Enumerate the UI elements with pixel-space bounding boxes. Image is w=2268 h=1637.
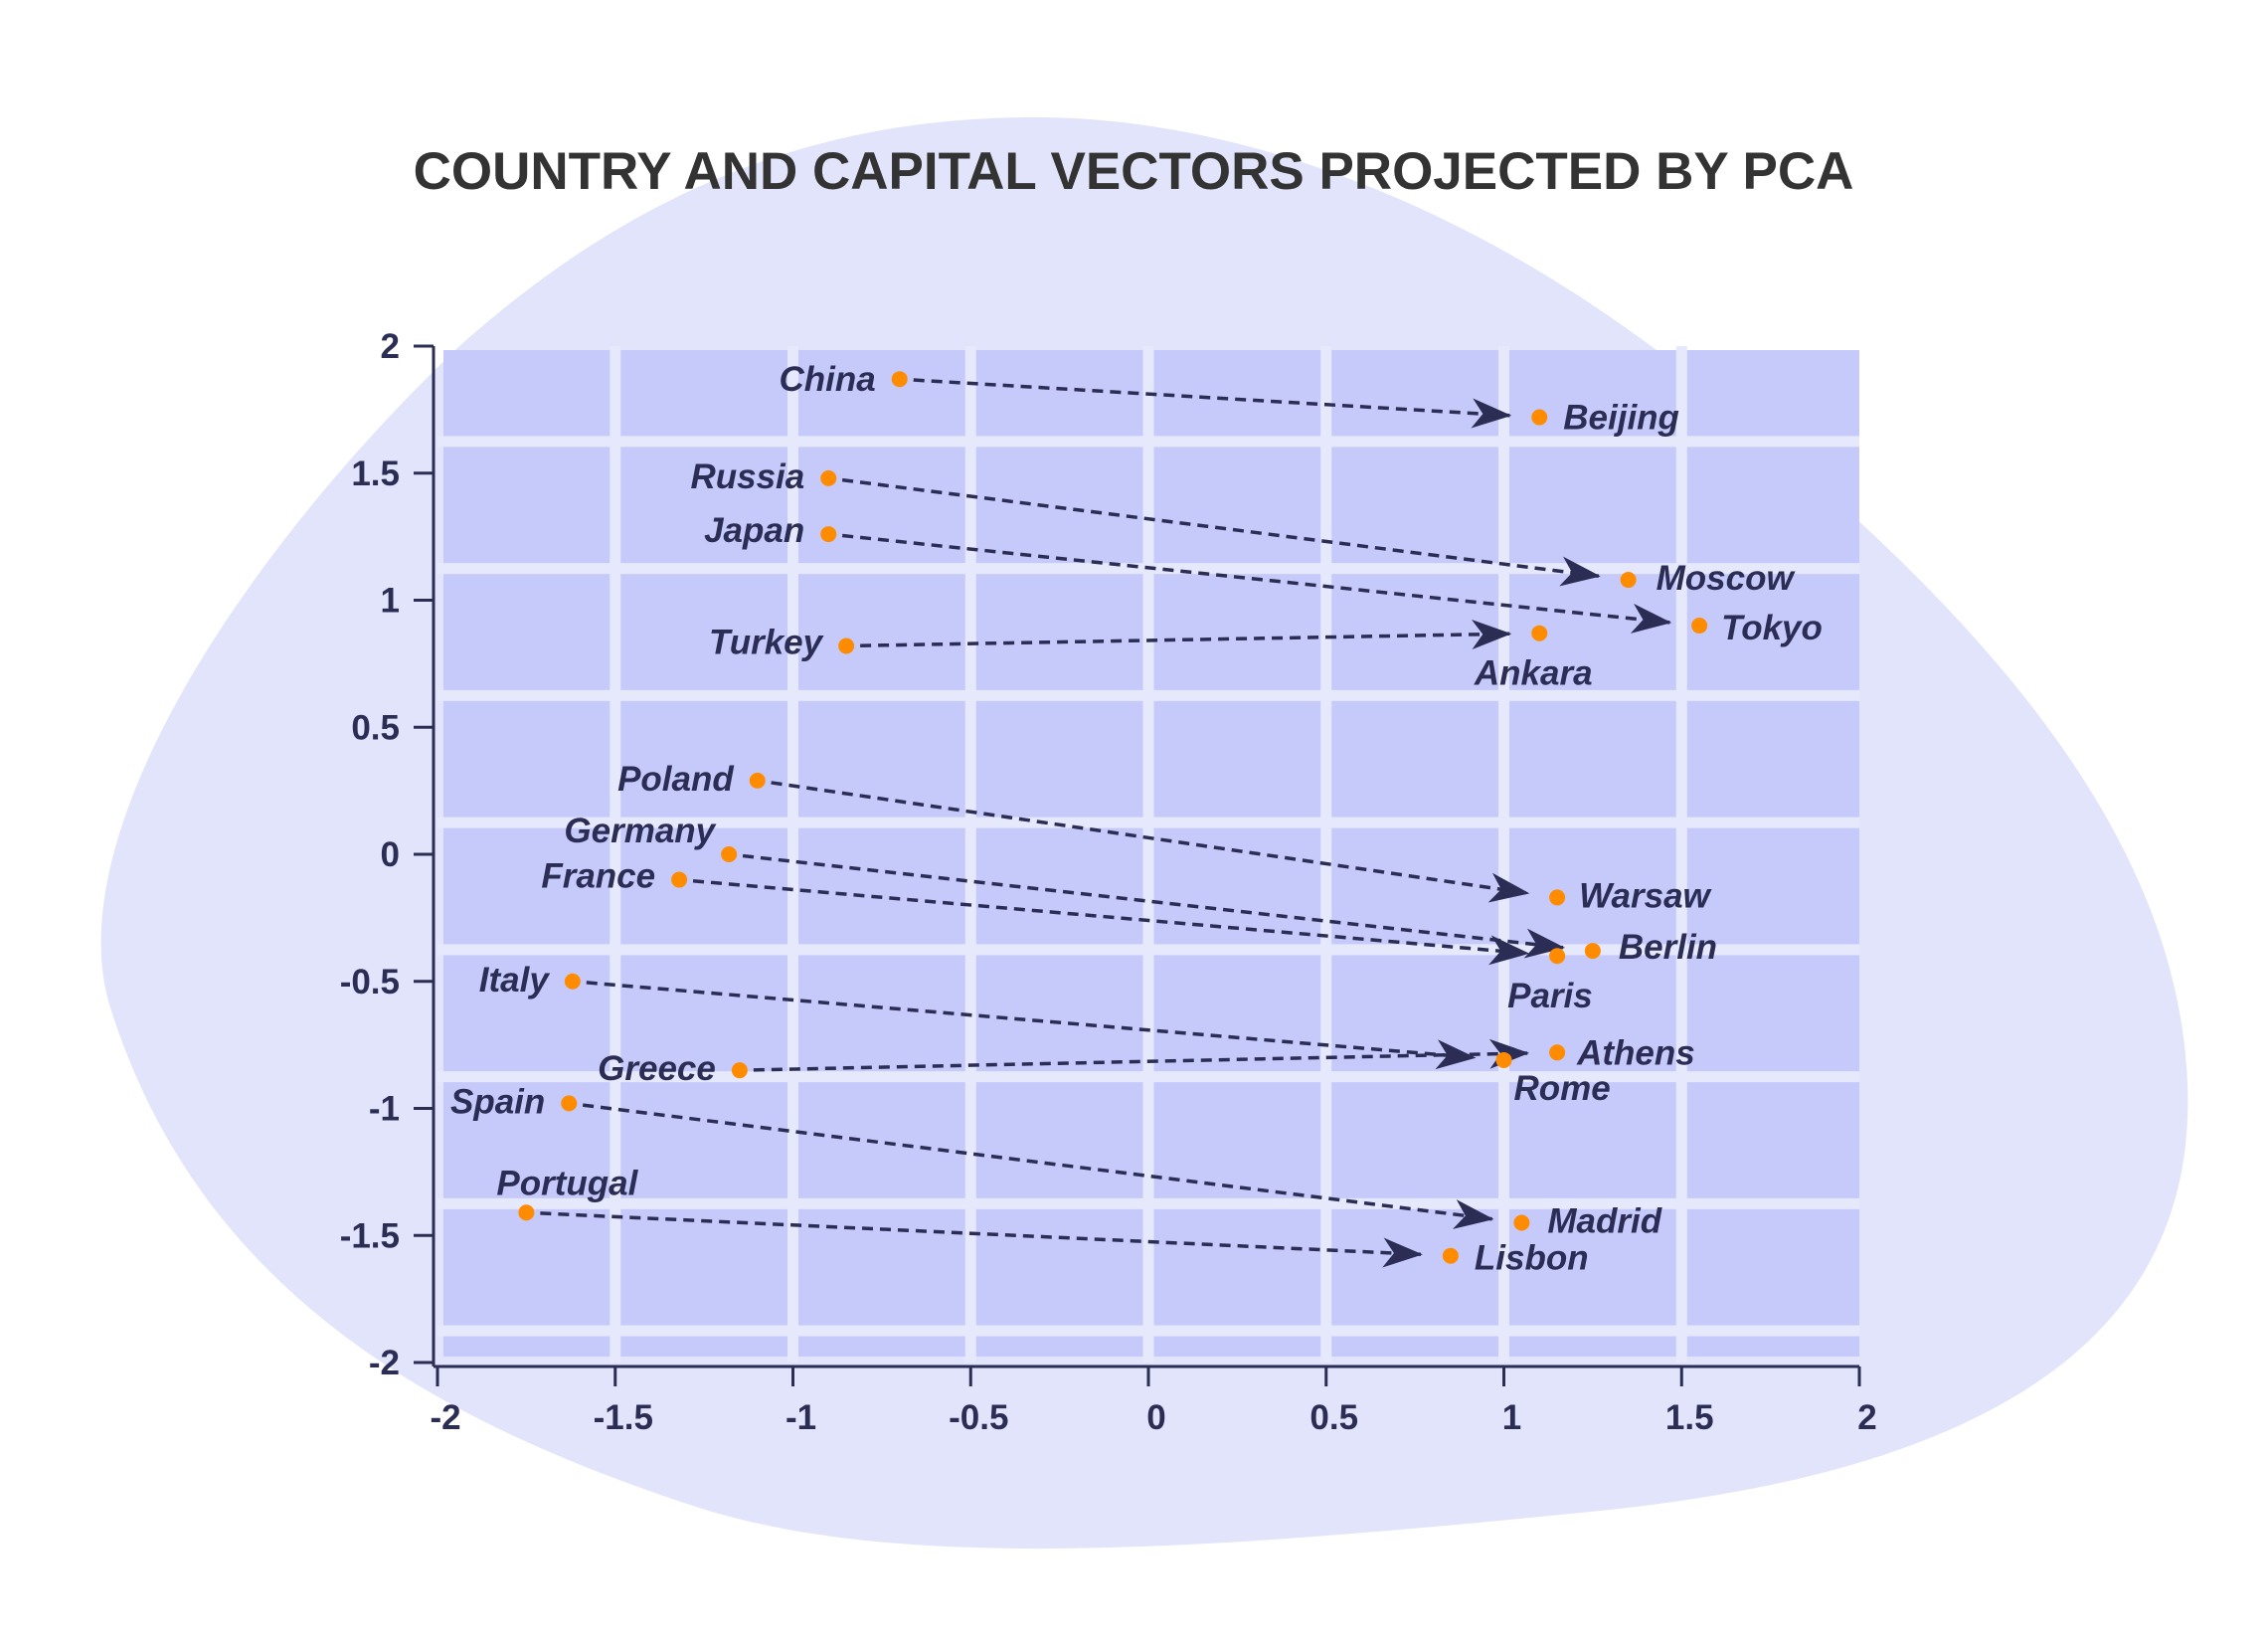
point-japan (820, 526, 837, 543)
x-tick-label: -2 (430, 1398, 460, 1437)
x-tick-label: 1.5 (1665, 1398, 1714, 1437)
point-italy (564, 973, 581, 990)
y-tick-label: -1 (369, 1090, 400, 1129)
label-france: France (541, 857, 655, 896)
x-tick-label: -0.5 (949, 1398, 1008, 1437)
point-madrid (1513, 1214, 1530, 1231)
label-warsaw: Warsaw (1579, 876, 1712, 915)
label-russia: Russia (690, 457, 804, 496)
arrow-italy-to-rome (586, 981, 1477, 1070)
y-tick-label: -1.5 (340, 1216, 400, 1255)
arrow-greece-to-athens (753, 1038, 1530, 1072)
label-china: China (780, 360, 876, 399)
label-lisbon: Lisbon (1475, 1239, 1589, 1278)
label-paris: Paris (1507, 977, 1593, 1015)
y-tick-label: 1.5 (351, 455, 400, 493)
axes: 2 1.5 1 0.5 0 -0.5 -1 -1.5 -2 -2 -1.5 -1 -0.5 0 0.5 1 1.… (340, 327, 1877, 1437)
label-berlin: Berlin (1619, 928, 1717, 967)
arrows (540, 378, 1672, 1268)
points (518, 371, 1708, 1264)
label-italy: Italy (479, 961, 551, 1000)
x-tick-label: 2 (1857, 1398, 1876, 1437)
point-poland (749, 772, 766, 789)
point-moscow (1620, 572, 1637, 589)
point-lisbon (1442, 1247, 1459, 1264)
label-germany: Germany (564, 812, 716, 850)
label-greece: Greece (598, 1049, 716, 1088)
x-tick-label: 0.5 (1309, 1398, 1358, 1437)
point-russia (820, 469, 837, 486)
label-portugal: Portugal (496, 1164, 638, 1202)
point-france (671, 871, 688, 888)
point-tokyo (1691, 618, 1708, 635)
grid (437, 346, 1859, 1363)
label-madrid: Madrid (1547, 1201, 1661, 1240)
arrow-japan-to-tokyo (841, 533, 1672, 634)
point-rome (1495, 1051, 1512, 1068)
arrow-turkey-to-ankara (860, 619, 1512, 649)
label-spain: Spain (450, 1082, 545, 1121)
chart-title: COUNTRY AND CAPITAL VECTORS PROJECTED BY… (414, 142, 1854, 201)
label-turkey: Turkey (709, 623, 824, 661)
arrow-china-to-beijing (913, 378, 1512, 429)
arrow-spain-to-madrid (582, 1103, 1494, 1229)
y-tick-label: 2 (381, 327, 400, 366)
label-rome: Rome (1514, 1069, 1611, 1108)
point-paris (1549, 948, 1566, 965)
point-turkey (838, 637, 855, 654)
point-greece (731, 1062, 748, 1079)
arrow-france-to-paris (692, 879, 1530, 966)
point-warsaw (1549, 889, 1566, 906)
x-tick-label: -1.5 (594, 1398, 653, 1437)
point-portugal (518, 1204, 535, 1221)
label-athens: Athens (1576, 1033, 1695, 1072)
label-beijing: Beijing (1563, 399, 1679, 438)
y-tick-label: 1 (381, 582, 400, 621)
point-labels: China Beijing Russia Moscow Japan Tokyo Turkey… (450, 360, 1823, 1277)
y-tick-label: -0.5 (340, 963, 400, 1001)
arrow-portugal-to-lisbon (540, 1211, 1423, 1268)
label-tokyo: Tokyo (1721, 609, 1823, 647)
x-tick-label: -1 (785, 1398, 816, 1437)
x-tick-label: 1 (1502, 1398, 1521, 1437)
point-china (891, 371, 908, 388)
point-germany (721, 846, 738, 862)
x-tick-label: 0 (1146, 1398, 1165, 1437)
label-ankara: Ankara (1474, 654, 1593, 693)
point-spain (561, 1095, 578, 1112)
point-beijing (1531, 409, 1548, 426)
arrow-russia-to-moscow (841, 477, 1601, 587)
point-athens (1549, 1044, 1566, 1061)
label-poland: Poland (617, 760, 734, 799)
point-ankara (1531, 625, 1548, 641)
arrow-poland-to-warsaw (771, 781, 1530, 903)
arrow-germany-to-berlin (742, 853, 1566, 959)
y-tick-label: -2 (369, 1344, 400, 1382)
label-moscow: Moscow (1657, 559, 1797, 598)
y-tick-label: 0.5 (351, 708, 400, 747)
point-berlin (1584, 943, 1601, 960)
label-japan: Japan (704, 511, 804, 550)
y-tick-label: 0 (381, 835, 400, 874)
